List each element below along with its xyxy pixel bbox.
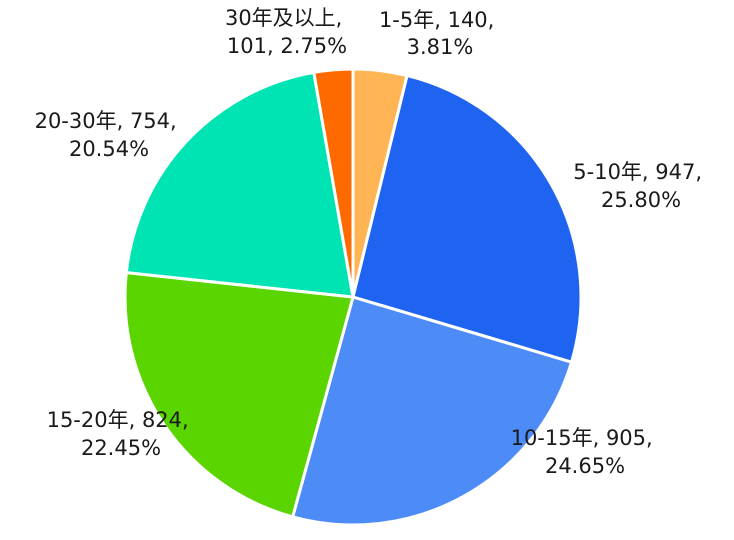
label-30-plus-line1: 30年及以上, — [225, 6, 342, 30]
label-30-plus: 30年及以上, 101, 2.75% — [225, 6, 349, 58]
pie-slice-4 — [124, 70, 355, 299]
label-1-5-line2: 3.81% — [407, 35, 474, 59]
label-5-10-line1: 5-10年, 947, — [573, 160, 702, 184]
label-10-15-line1: 10-15年, 905, — [511, 426, 653, 450]
label-10-15-line2: 24.65% — [545, 454, 625, 478]
label-20-30-line1: 20-30年, 754, — [35, 109, 177, 133]
label-5-10: 5-10年, 947, 25.80% — [573, 160, 708, 212]
pie-slice-3 — [123, 271, 355, 519]
label-20-30: 20-30年, 754, 20.54% — [35, 109, 184, 161]
label-15-20: 15-20年, 824, 22.45% — [47, 408, 196, 460]
label-1-5-line1: 1-5年, 140, — [379, 8, 494, 32]
pie-labels: 1-5年, 140, 3.81% 5-10年, 947, 25.80% 10-1… — [35, 6, 708, 478]
label-20-30-line2: 20.54% — [69, 137, 149, 161]
pie-slice-2 — [291, 295, 573, 527]
pie-slice-5 — [312, 67, 355, 299]
label-15-20-line1: 15-20年, 824, — [47, 408, 189, 432]
label-10-15: 10-15年, 905, 24.65% — [511, 426, 660, 478]
label-1-5: 1-5年, 140, 3.81% — [379, 8, 501, 59]
pie-slice-1 — [351, 74, 583, 364]
label-30-plus-line2: 101, 2.75% — [227, 34, 347, 58]
pie-slices — [123, 67, 583, 527]
label-5-10-line2: 25.80% — [601, 188, 681, 212]
label-15-20-line2: 22.45% — [81, 436, 161, 460]
